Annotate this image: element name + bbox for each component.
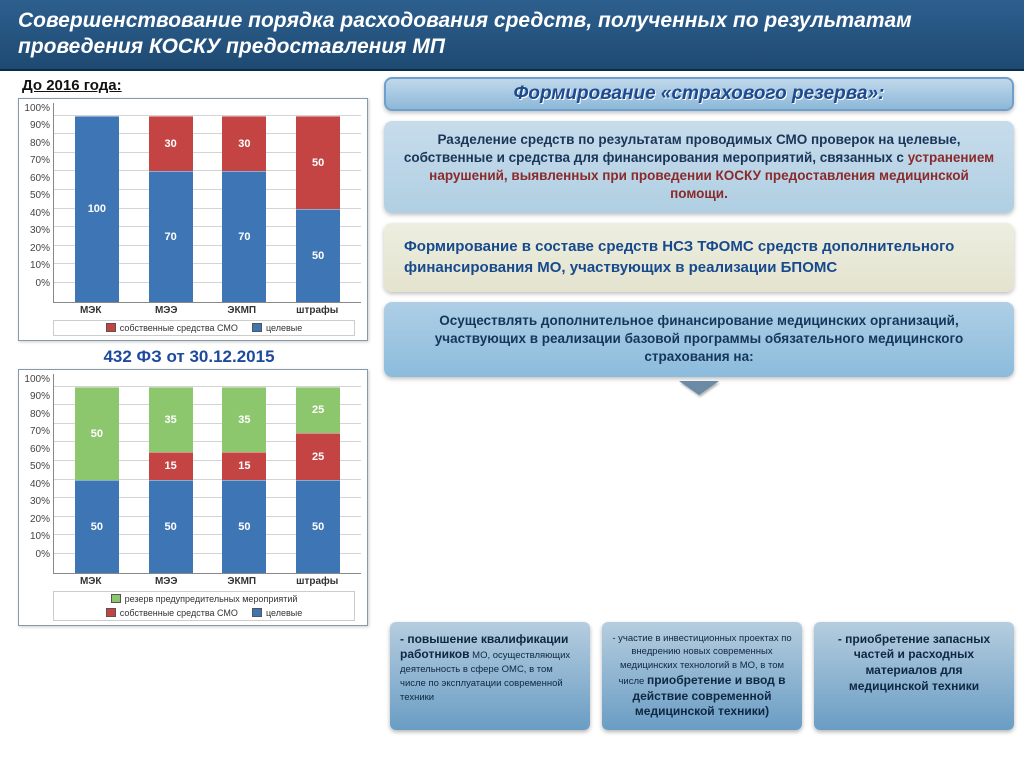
card-investment: - участие в инвестиционных проектах по в…	[602, 622, 802, 731]
content-area: До 2016 года: 0%10%20%30%40%50%60%70%80%…	[0, 71, 1024, 626]
chart-after-law: 0%10%20%30%40%50%60%70%80%90%100%5050501…	[18, 369, 368, 626]
law-reference: 432 ФЗ от 30.12.2015	[4, 347, 374, 367]
arrow-down-icon	[679, 381, 719, 395]
before-2016-label: До 2016 года:	[22, 77, 374, 94]
panel-separation: Разделение средств по результатам провод…	[384, 121, 1014, 214]
left-column: До 2016 года: 0%10%20%30%40%50%60%70%80%…	[4, 77, 374, 626]
reserve-header: Формирование «страхового резерва»:	[384, 77, 1014, 111]
panel-formation: Формирование в составе средств НСЗ ТФОМС…	[384, 223, 1014, 292]
panel1-text-a: Разделение средств по результатам провод…	[404, 132, 961, 165]
right-column: Формирование «страхового резерва»: Разде…	[384, 77, 1014, 626]
card2-b: приобретение и ввод в действие современн…	[633, 673, 786, 719]
page-title: Совершенствование порядка расходования с…	[0, 0, 1024, 71]
card-qualification: - повышение квалификации работников МО, …	[390, 622, 590, 731]
cards-row: - повышение квалификации работников МО, …	[0, 622, 1024, 731]
chart-before-2016: 0%10%20%30%40%50%60%70%80%90%100%1007030…	[18, 98, 368, 341]
card-spare-parts: - приобретение запасных частей и расходн…	[814, 622, 1014, 731]
panel-financing: Осуществлять дополнительное финансирован…	[384, 302, 1014, 377]
card3-text: - приобретение запасных частей и расходн…	[838, 632, 990, 693]
